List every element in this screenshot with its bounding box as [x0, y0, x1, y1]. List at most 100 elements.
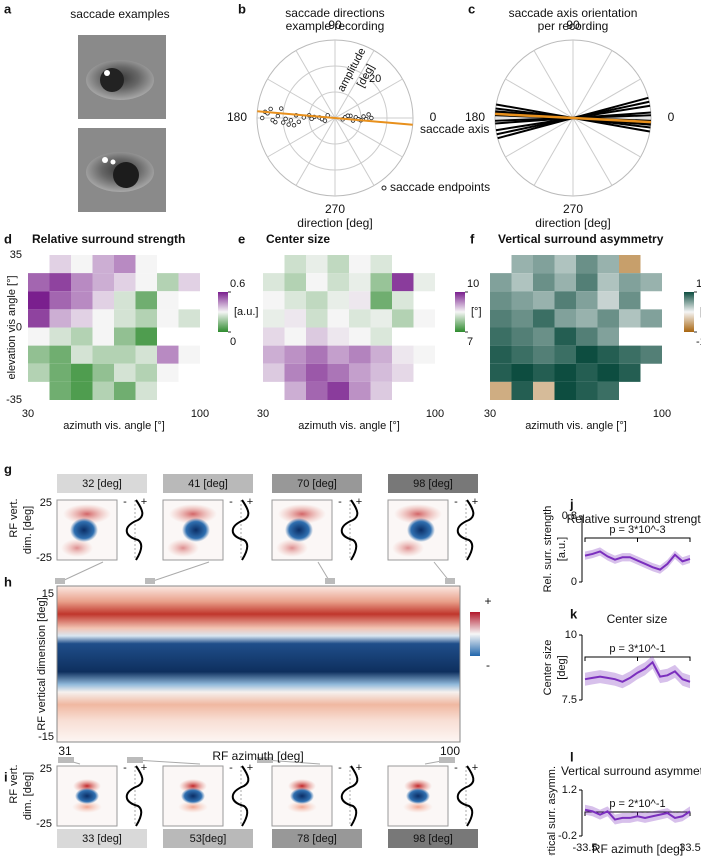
connector-tab — [58, 757, 74, 763]
rf-center — [406, 788, 430, 804]
rf-center — [285, 518, 313, 542]
colorbar-tick-label: 0 — [230, 336, 236, 348]
heatmap-cell — [349, 345, 371, 364]
heatmap-cell — [114, 291, 136, 310]
saccade-endpoint — [268, 106, 273, 112]
heatmap-cell — [135, 327, 157, 346]
heatmap-cell — [511, 345, 533, 364]
rf-surround — [288, 779, 316, 793]
profile-curve — [456, 765, 475, 827]
panel-letter: b — [238, 1, 246, 16]
y-tick-label: 0 — [16, 321, 22, 333]
rf-surround — [392, 539, 424, 557]
heatmap-cell — [349, 381, 371, 400]
glint — [110, 159, 116, 165]
heatmap-cell — [370, 309, 392, 328]
heatmap-cell — [92, 345, 114, 364]
heatmap-cell — [576, 309, 598, 328]
axis-label: azimuth vis. angle [°] — [63, 420, 165, 432]
rf-surround — [276, 539, 308, 557]
heatmap-cell — [284, 327, 306, 346]
panel-title: Relative surround strength — [567, 512, 701, 526]
heatmap-cell — [135, 381, 157, 400]
colorbar-tick-label: -1 — [696, 336, 701, 348]
heatmap-cell — [533, 255, 555, 274]
rf-surround — [394, 504, 442, 524]
rf-tile — [162, 765, 224, 827]
heatmap-cell — [576, 273, 598, 292]
angle-label: 0 — [668, 110, 675, 124]
heatmap-cell — [576, 381, 598, 400]
connector-tab — [439, 757, 455, 763]
heatmap-cell — [71, 363, 93, 382]
heatmap-cell — [392, 273, 414, 292]
panel-title: example recording — [286, 19, 385, 33]
profile-sign: - — [229, 762, 233, 774]
heatmap-cell — [370, 273, 392, 292]
axis-label: RF vertical dimension [deg] — [36, 597, 48, 730]
profile-sign: - — [229, 496, 233, 508]
heatmap-cell — [92, 363, 114, 382]
heatmap-cell — [619, 255, 641, 274]
heatmap-cell — [71, 273, 93, 292]
panel-title: saccade axis orientation — [509, 6, 638, 20]
connector — [264, 759, 321, 765]
x-tick-label: 100 — [191, 408, 209, 420]
tile-label: 70 [deg] — [297, 478, 337, 490]
heatmap-cell — [533, 345, 555, 364]
colorbar-tick-label: 1 — [696, 278, 701, 290]
heatmap-cell — [135, 345, 157, 364]
heatmap-cell — [349, 255, 371, 274]
eye-photos — [78, 35, 166, 212]
profile-curve — [456, 499, 475, 561]
p-value: p = 3*10^-1 — [609, 643, 665, 655]
heatmap-cell — [554, 381, 576, 400]
heatmap-cell — [392, 291, 414, 310]
heatmap-cell — [157, 273, 179, 292]
rf-surround — [73, 779, 101, 793]
heatmap-cell — [49, 273, 71, 292]
profile-sign: + — [247, 496, 253, 508]
axis-label: Vertical surr. asymm. — [546, 766, 558, 856]
heatmap-cell — [554, 309, 576, 328]
heatmap-cell — [533, 309, 555, 328]
colorbar-tick-label: 0.6 — [230, 278, 245, 290]
heatmap-cell — [327, 309, 349, 328]
axis-label: RF vert. — [8, 764, 20, 803]
heatmap-cell — [157, 309, 179, 328]
heatmap-cell — [92, 273, 114, 292]
profile-sign: + — [247, 762, 253, 774]
heatmap-cell — [576, 327, 598, 346]
rf-center — [181, 788, 205, 804]
heatmap-cell — [597, 363, 619, 382]
panel-letter: g — [4, 461, 12, 476]
rf-surround — [169, 504, 217, 524]
angle-label: 180 — [227, 110, 247, 124]
profile-sign: - — [454, 762, 458, 774]
connector-tab — [325, 578, 335, 584]
heatmap-cell — [284, 255, 306, 274]
heatmap-cell — [576, 291, 598, 310]
heatmap-cell — [619, 345, 641, 364]
x-tick-label: -33.5 — [572, 842, 597, 854]
polar-grid — [282, 65, 388, 171]
p-value: p = 2*10^-1 — [609, 798, 665, 810]
saccade-endpoint — [296, 119, 301, 125]
heatmap-cell — [284, 345, 306, 364]
profile-sign: - — [123, 762, 127, 774]
heatmap-cell — [306, 381, 328, 400]
heatmap-cell — [511, 255, 533, 274]
legend-label: saccade endpoints — [390, 180, 490, 194]
profile-curve — [231, 765, 250, 827]
heatmap-cell — [490, 291, 512, 310]
rf-surround — [403, 801, 433, 813]
panel-title: saccade examples — [70, 7, 169, 21]
y-tick-label: -0.2 — [558, 830, 577, 842]
profile-sign: + — [356, 762, 362, 774]
heatmap-cell — [511, 381, 533, 400]
heatmap-cell — [370, 363, 392, 382]
heatmap-cell — [92, 381, 114, 400]
y-tick-label: -25 — [36, 552, 52, 564]
heatmap-cell — [135, 309, 157, 328]
axis-label: direction [deg] — [535, 216, 610, 230]
